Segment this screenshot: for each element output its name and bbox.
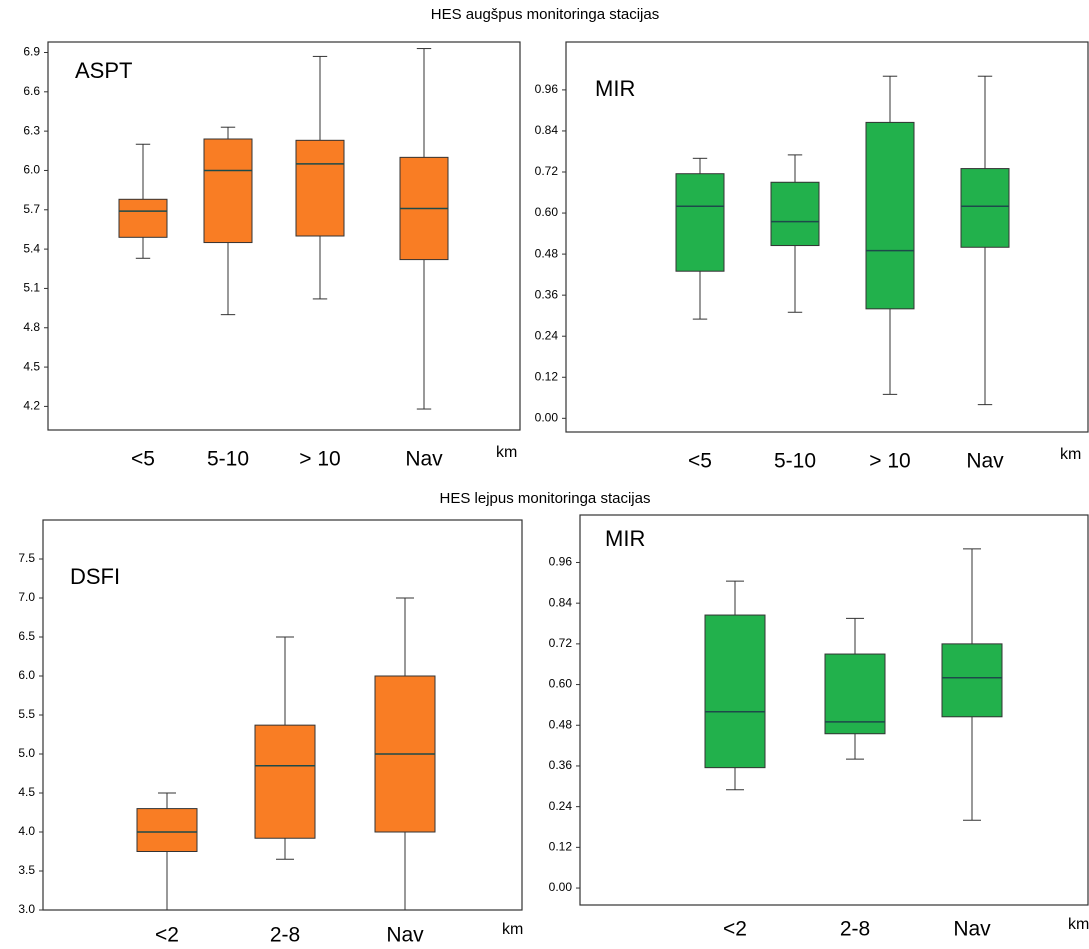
y-tick-label: 6.5 [18, 629, 35, 643]
panel-label: MIR [595, 76, 635, 101]
y-tick-label: 6.6 [23, 84, 40, 98]
box [704, 614, 766, 769]
box [770, 181, 820, 247]
y-tick-label: 4.0 [18, 824, 35, 838]
plot-frame [565, 41, 1089, 433]
x-tick-label: Nav [405, 448, 443, 471]
box [295, 139, 345, 237]
y-tick-label: 0.84 [535, 123, 559, 137]
y-tick-label: 6.0 [18, 668, 35, 682]
y-tick-label: 6.9 [23, 45, 40, 59]
y-tick-label: 0.00 [535, 410, 559, 424]
y-tick-label: 5.1 [23, 281, 40, 295]
y-tick-label: 7.5 [18, 551, 35, 565]
x-tick-label: Nav [966, 450, 1004, 473]
y-tick-label: 7.0 [18, 590, 35, 604]
y-tick-label: 0.24 [535, 328, 559, 342]
box [675, 173, 725, 272]
y-tick-label: 0.48 [535, 246, 559, 260]
x-tick-label: 5-10 [207, 448, 249, 471]
x-tick-label: 2-8 [270, 924, 300, 947]
box [118, 198, 168, 238]
y-tick-label: 4.5 [23, 359, 40, 373]
x-tick-label: <2 [723, 918, 747, 941]
box [941, 643, 1003, 718]
panel-label: DSFI [70, 564, 120, 589]
plot-frame [47, 41, 521, 431]
y-tick-label: 5.0 [18, 746, 35, 760]
y-tick-label: 4.8 [23, 320, 40, 334]
y-tick-label: 0.24 [549, 799, 573, 813]
x-tick-label: <5 [131, 448, 155, 471]
x-tick-label: <2 [155, 924, 179, 947]
y-tick-label: 6.3 [23, 123, 40, 137]
y-tick-label: 3.0 [18, 902, 35, 916]
y-tick-label: 5.7 [23, 202, 40, 216]
y-tick-label: 5.4 [23, 241, 40, 255]
y-tick-label: 0.72 [549, 636, 573, 650]
x-tick-label: <5 [688, 450, 712, 473]
section-heading: HES lejpus monitoringa stacijas [440, 490, 651, 507]
box [960, 168, 1010, 248]
y-tick-label: 4.5 [18, 785, 35, 799]
y-tick-label: 0.12 [535, 369, 559, 383]
y-tick-label: 0.84 [549, 595, 573, 609]
x-tick-label: Nav [953, 918, 991, 941]
box [136, 808, 198, 852]
x-tick-label: 2-8 [840, 918, 870, 941]
box [865, 121, 915, 310]
plot-frame [579, 514, 1089, 906]
y-tick-label: 0.96 [535, 82, 559, 96]
y-tick-label: 0.36 [549, 758, 573, 772]
y-tick-label: 0.00 [549, 880, 573, 894]
x-axis-unit: km [496, 444, 517, 461]
y-tick-label: 0.60 [535, 205, 559, 219]
panel-label: MIR [605, 526, 645, 551]
section-heading: HES augšpus monitoringa stacijas [431, 6, 659, 23]
x-axis-unit: km [1068, 916, 1089, 933]
y-tick-label: 0.36 [535, 287, 559, 301]
y-tick-label: 0.96 [549, 555, 573, 569]
box [254, 724, 316, 839]
y-tick-label: 0.60 [549, 677, 573, 691]
panel-label: ASPT [75, 58, 132, 83]
x-tick-label: 5-10 [774, 450, 816, 473]
y-tick-label: 0.12 [549, 840, 573, 854]
box [824, 653, 886, 735]
x-tick-label: > 10 [299, 448, 340, 471]
box [203, 138, 253, 244]
x-tick-label: > 10 [869, 450, 910, 473]
x-axis-unit: km [502, 921, 523, 938]
y-tick-label: 4.2 [23, 399, 40, 413]
y-tick-label: 3.5 [18, 863, 35, 877]
y-tick-label: 6.0 [23, 163, 40, 177]
x-tick-label: Nav [386, 924, 424, 947]
x-axis-unit: km [1060, 446, 1081, 463]
y-tick-label: 5.5 [18, 707, 35, 721]
y-tick-label: 0.48 [549, 717, 573, 731]
y-tick-label: 0.72 [535, 164, 559, 178]
